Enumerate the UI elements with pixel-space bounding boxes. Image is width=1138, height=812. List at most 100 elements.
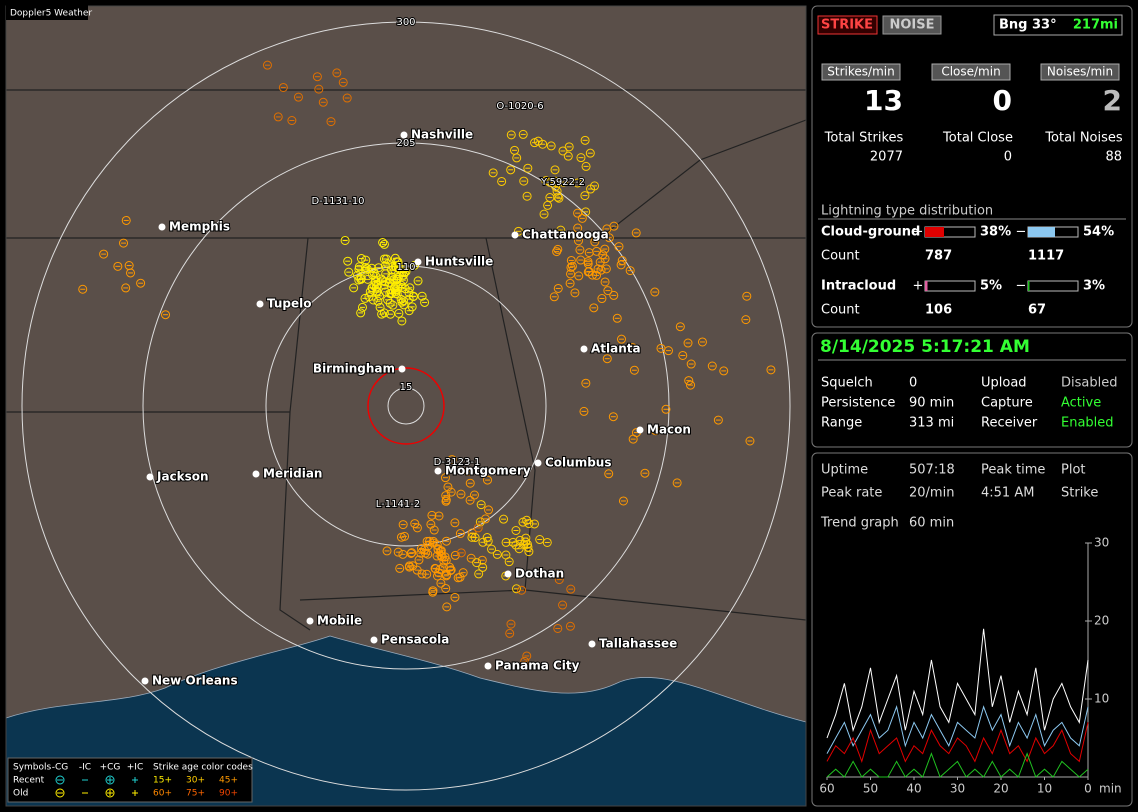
legend-icon	[55, 788, 65, 798]
strike-symbol	[519, 176, 529, 186]
legend-icon	[55, 775, 65, 785]
sign: −	[1016, 225, 1027, 240]
strike-symbol	[575, 245, 585, 255]
strike-symbol	[440, 473, 450, 483]
total-label: Total Noises	[1044, 131, 1123, 146]
strike-symbol	[576, 153, 586, 163]
strike-symbol	[508, 537, 518, 547]
strike-symbol	[465, 495, 475, 505]
strike-symbol	[406, 548, 416, 558]
strike-symbol	[428, 586, 438, 596]
y-tick-label: 20	[1094, 614, 1109, 628]
count: 106	[925, 303, 952, 318]
city-dot	[434, 467, 442, 475]
legend-label: Symbols	[13, 763, 52, 773]
strike-symbol	[422, 569, 432, 579]
strike-symbol	[522, 515, 532, 525]
y-tick-label: 10	[1094, 692, 1109, 706]
strike-symbol	[398, 520, 408, 530]
strike-symbol	[397, 297, 407, 307]
strike-symbol	[456, 489, 466, 499]
total-value: 0	[1004, 150, 1012, 165]
strike-symbol	[529, 519, 539, 529]
strike-label: D-1131-10	[311, 196, 364, 207]
trend-line	[826, 705, 1089, 754]
strike-symbol	[443, 482, 453, 492]
strike-symbol	[616, 334, 626, 344]
strike-symbol	[414, 555, 424, 565]
legend-age: 75+	[186, 789, 205, 799]
strike-symbol	[368, 295, 378, 305]
strike-symbol	[597, 294, 607, 304]
city-label: Jackson	[156, 470, 209, 484]
strike-symbol	[581, 378, 591, 388]
strike-button-label[interactable]: STRIKE	[821, 18, 873, 33]
noise-button-label[interactable]: NOISE	[889, 18, 934, 33]
strike-symbol	[538, 139, 548, 149]
strike-symbol	[413, 276, 423, 286]
strike-symbol	[686, 359, 696, 369]
strike-symbol	[546, 141, 556, 151]
stat: Uptime	[821, 463, 868, 478]
strike-symbol	[566, 262, 576, 272]
city-dot	[141, 677, 149, 685]
range-label: 205	[396, 138, 415, 149]
strike-symbol	[545, 193, 555, 203]
strike-label: O-1020-6	[496, 101, 543, 112]
city-dot	[370, 636, 378, 644]
strike-symbol	[558, 146, 568, 156]
strike-symbol	[361, 255, 371, 265]
strike-symbol	[539, 209, 549, 219]
strike-symbol	[640, 468, 650, 478]
strike-symbol	[475, 517, 485, 527]
strike-symbol	[425, 536, 435, 546]
strike-button[interactable]	[817, 15, 878, 35]
strike-symbol	[566, 255, 576, 265]
city-dot	[306, 617, 314, 625]
strike-symbol	[161, 310, 171, 320]
bar	[925, 227, 944, 237]
strike-symbol	[99, 249, 109, 259]
strike-symbol	[600, 244, 610, 254]
percent: 38%	[980, 225, 1011, 240]
strike-symbol	[487, 544, 497, 554]
strike-symbol	[522, 651, 532, 661]
x-tick-label: 10	[1037, 782, 1052, 796]
strike-symbol	[482, 533, 492, 543]
strike-symbol	[600, 277, 610, 287]
strike-symbol	[340, 235, 350, 245]
strike-symbol	[390, 287, 400, 297]
count-label: Count	[821, 249, 860, 264]
strike-symbol	[332, 68, 342, 78]
strike-symbol	[136, 278, 146, 288]
count: 787	[925, 249, 952, 264]
strike-symbol	[287, 115, 297, 125]
trend-line	[826, 752, 1089, 778]
datetime: 8/14/2025 5:17:21 AM	[820, 337, 1030, 357]
strike-symbol	[262, 60, 272, 70]
strike-symbol	[456, 548, 466, 558]
strike-symbol	[442, 602, 452, 612]
strike-symbol	[343, 256, 353, 266]
legend-age: 45+	[219, 776, 238, 786]
strike-symbol	[501, 537, 511, 547]
rate-header	[1040, 63, 1120, 81]
setting: Squelch	[821, 376, 873, 391]
city-label: Chattanooga	[522, 228, 609, 242]
city-dot	[534, 459, 542, 467]
strike-symbol	[678, 350, 688, 360]
legend-icon	[105, 788, 115, 798]
noise-button[interactable]	[882, 15, 942, 35]
strike-symbol	[407, 302, 417, 312]
city-dot	[146, 473, 154, 481]
setting: Capture	[981, 396, 1033, 411]
strike-symbol	[573, 208, 583, 218]
strike-symbol	[455, 529, 465, 539]
strikes	[78, 60, 776, 666]
strike-symbol	[338, 77, 348, 87]
strike-symbol	[469, 490, 479, 500]
strike-symbol	[420, 297, 430, 307]
strike-symbol	[474, 569, 484, 579]
strike-symbol	[434, 511, 444, 521]
map-frame	[5, 5, 807, 807]
